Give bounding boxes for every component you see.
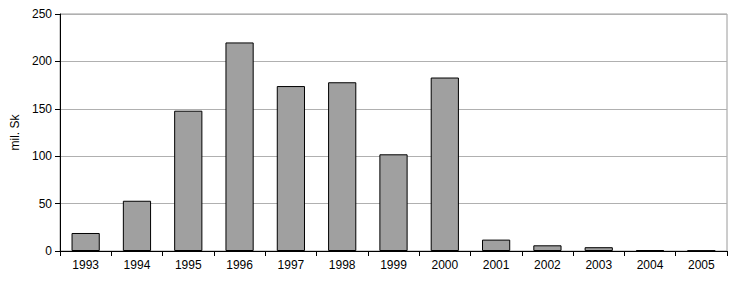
svg-text:2003: 2003	[585, 258, 612, 272]
svg-text:2001: 2001	[483, 258, 510, 272]
svg-text:1998: 1998	[329, 258, 356, 272]
svg-text:mil. Sk: mil. Sk	[8, 114, 22, 151]
svg-text:2002: 2002	[534, 258, 561, 272]
svg-text:2004: 2004	[637, 258, 664, 272]
svg-text:0: 0	[45, 244, 52, 258]
svg-text:50: 50	[39, 197, 53, 211]
svg-text:1995: 1995	[175, 258, 202, 272]
svg-text:150: 150	[32, 102, 52, 116]
svg-text:1994: 1994	[124, 258, 151, 272]
svg-text:250: 250	[32, 7, 52, 21]
svg-text:1999: 1999	[380, 258, 407, 272]
svg-text:100: 100	[32, 149, 52, 163]
svg-text:1997: 1997	[278, 258, 305, 272]
svg-text:1996: 1996	[226, 258, 253, 272]
svg-text:2000: 2000	[431, 258, 458, 272]
svg-text:2005: 2005	[688, 258, 715, 272]
svg-text:200: 200	[32, 54, 52, 68]
svg-text:1993: 1993	[72, 258, 99, 272]
